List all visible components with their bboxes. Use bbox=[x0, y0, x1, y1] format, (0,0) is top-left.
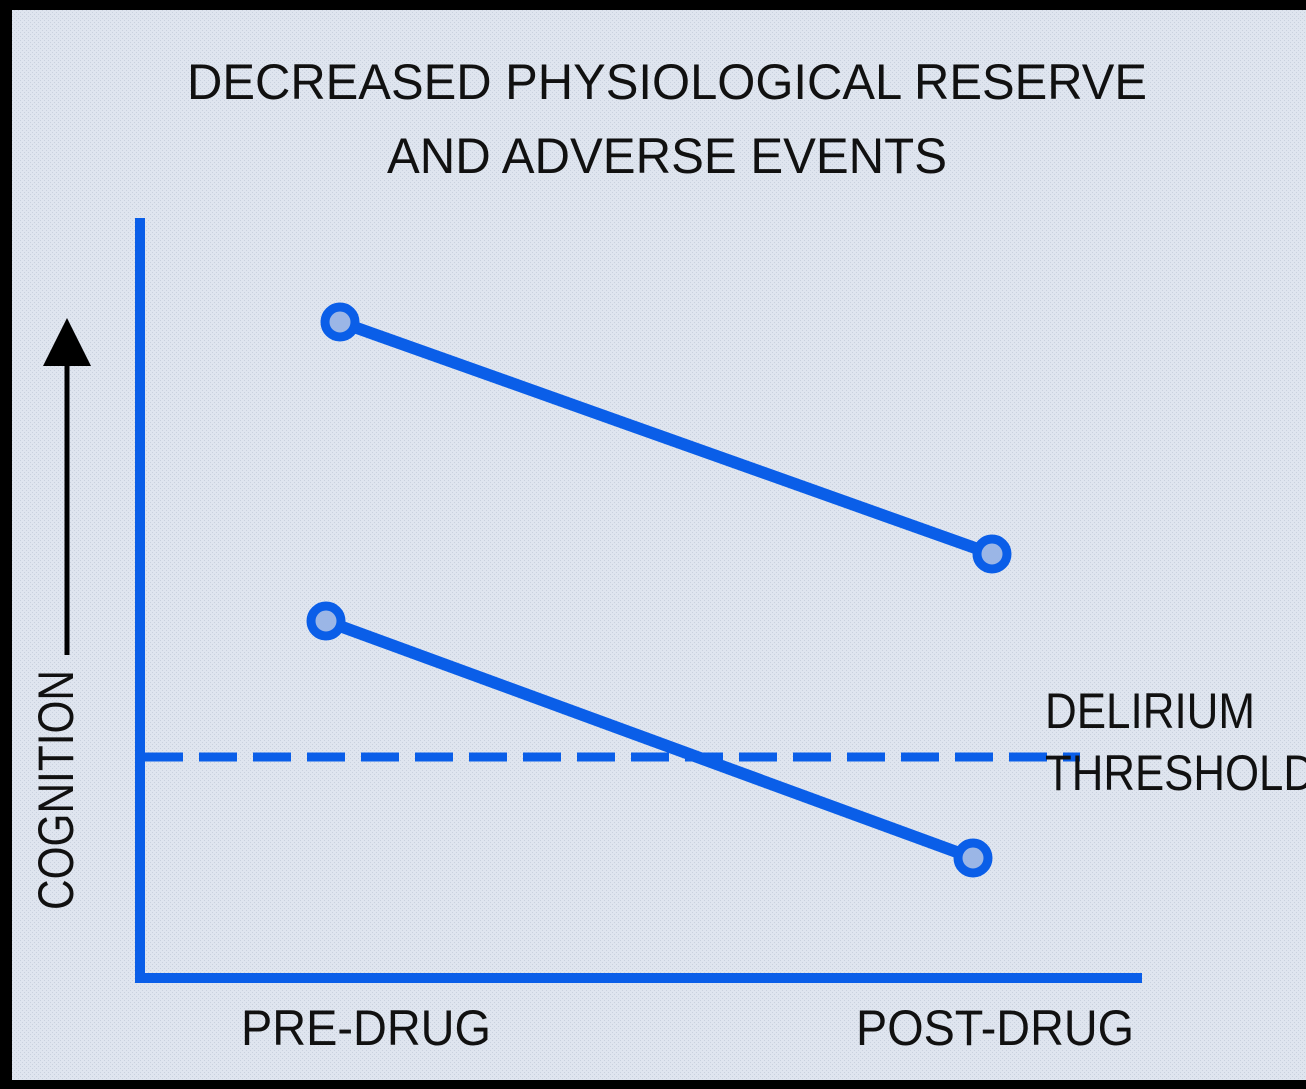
panel bbox=[12, 10, 1306, 1080]
y-axis-label: COGNITION bbox=[28, 670, 84, 910]
x-label: PRE-DRUG bbox=[241, 1000, 491, 1056]
point bbox=[306, 601, 346, 641]
title-line: DECREASED PHYSIOLOGICAL RESERVE bbox=[187, 54, 1147, 110]
x-label: POST-DRUG bbox=[856, 1000, 1134, 1056]
arrow-head bbox=[43, 318, 91, 366]
point bbox=[972, 534, 1012, 574]
threshold-label: DELIRIUM bbox=[1045, 683, 1255, 739]
connector bbox=[337, 316, 995, 560]
connector bbox=[323, 615, 976, 864]
point bbox=[320, 302, 360, 342]
threshold-label: THRESHOLD bbox=[1045, 745, 1306, 801]
point bbox=[953, 838, 993, 878]
title-line: AND ADVERSE EVENTS bbox=[387, 128, 947, 184]
